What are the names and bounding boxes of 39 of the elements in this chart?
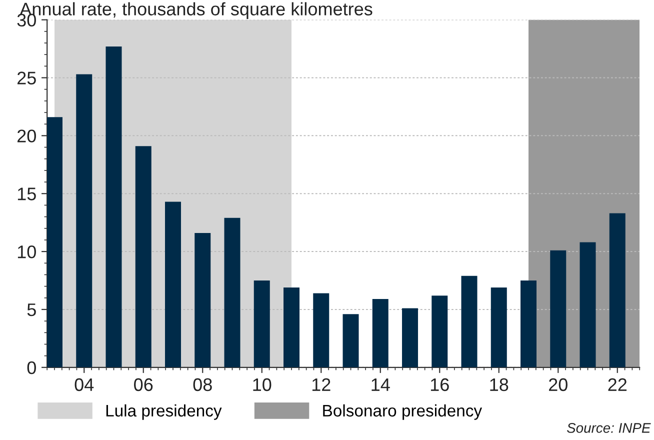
bar [254, 280, 270, 368]
y-tick-label: 20 [18, 130, 36, 142]
x-tick-label: 16 [430, 378, 449, 392]
bar [372, 299, 388, 368]
x-tick-label: 18 [490, 378, 508, 392]
bar [490, 287, 507, 368]
y-tick-label: 10 [18, 245, 36, 258]
legend-label: Lula presidency [106, 404, 222, 420]
bar [224, 218, 240, 368]
x-tick-label: 06 [134, 378, 153, 392]
bar [342, 314, 359, 368]
bar [402, 308, 418, 368]
bar [194, 232, 211, 368]
y-tick-label: 25 [18, 72, 36, 84]
bar [432, 296, 448, 368]
bar [284, 287, 300, 368]
bar [609, 213, 626, 368]
x-tick-label: 20 [549, 378, 568, 392]
x-tick-label: 12 [312, 378, 330, 391]
bar [106, 46, 122, 368]
legend-label: Bolsonaro presidency [323, 404, 482, 420]
y-tick-label: 5 [27, 304, 36, 316]
bar [76, 74, 92, 368]
y-tick-label: 15 [18, 188, 36, 200]
source-note: Source: INPE [566, 423, 651, 433]
bar [47, 117, 62, 368]
bar [580, 242, 596, 368]
bar [313, 293, 330, 368]
y-tick-label: 0 [27, 361, 36, 374]
bar [135, 146, 152, 368]
bar [550, 250, 566, 368]
bar [461, 276, 478, 368]
x-tick-label: 10 [253, 378, 272, 392]
bar [165, 202, 181, 368]
x-tick-label: 04 [74, 378, 94, 392]
x-tick-label: 22 [608, 378, 627, 391]
x-tick-label: 08 [193, 378, 212, 392]
bar [520, 280, 537, 368]
x-tick-label: 14 [372, 378, 390, 391]
